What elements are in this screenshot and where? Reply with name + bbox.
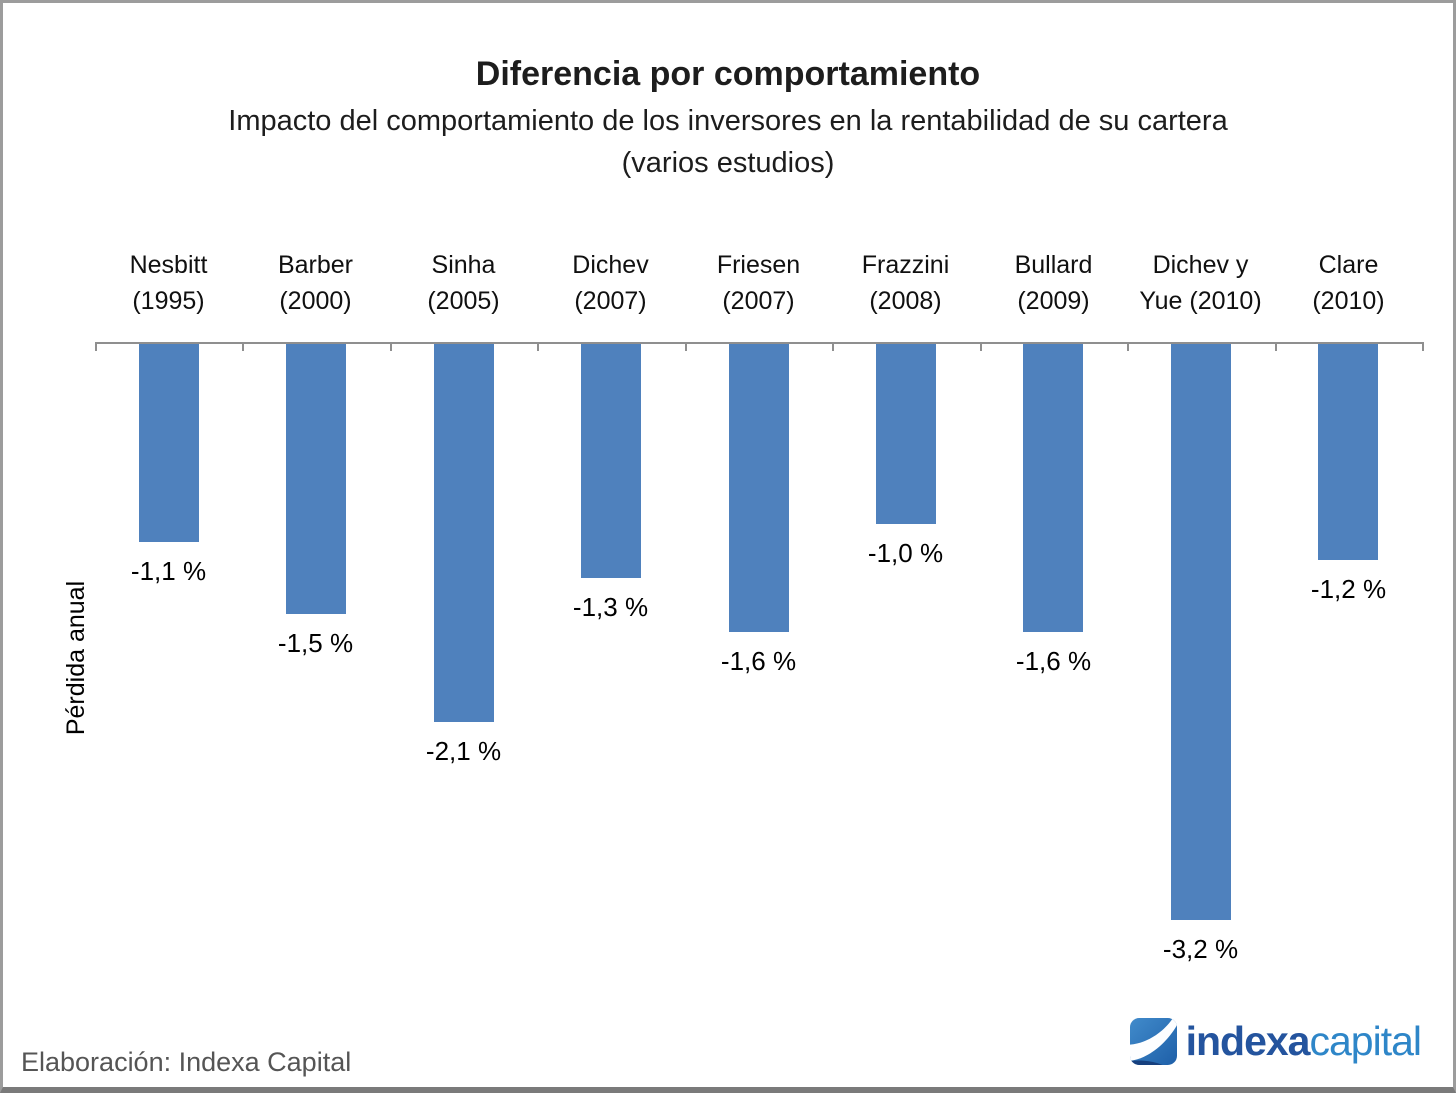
x-axis-tick xyxy=(685,342,687,351)
category-label: Dichev (2007) xyxy=(572,251,649,315)
x-axis-tick xyxy=(390,342,392,351)
bar-Friesen (2007) xyxy=(729,344,789,632)
category-label: Clare (2010) xyxy=(1312,251,1385,315)
value-label: -3,2 % xyxy=(1162,934,1239,964)
logo-text-capital: capital xyxy=(1309,1018,1422,1064)
y-axis-label: Pérdida anual xyxy=(62,580,90,736)
chart-subtitle-2: (varios estudios) xyxy=(621,147,835,179)
bar-Clare (2010) xyxy=(1318,344,1378,560)
x-axis-tick xyxy=(95,342,97,351)
category-label: Friesen (2007) xyxy=(716,251,801,315)
value-label: -1,1 % xyxy=(130,556,207,586)
bar-Bullard (2009) xyxy=(1023,344,1083,632)
category-label: Bullard (2009) xyxy=(1014,251,1093,315)
x-axis-tick xyxy=(1127,342,1129,351)
value-label: -1,2 % xyxy=(1310,574,1387,604)
x-axis-tick xyxy=(1422,342,1424,351)
category-label: Sinha (2005) xyxy=(427,251,500,315)
x-axis-tick xyxy=(537,342,539,351)
bar-Sinha (2005) xyxy=(434,344,494,722)
value-label: -1,3 % xyxy=(572,592,649,622)
x-axis-tick xyxy=(1275,342,1277,351)
bar-Barber (2000) xyxy=(286,344,346,614)
bar-Dichev y Yue (2010) xyxy=(1171,344,1231,920)
value-label: -1,5 % xyxy=(277,628,354,658)
category-label: Frazzini (2008) xyxy=(861,251,950,315)
bar-Frazzini (2008) xyxy=(876,344,936,524)
x-axis-line xyxy=(95,342,1422,344)
bar-Nesbitt (1995) xyxy=(139,344,199,542)
brand-logo: indexa capital xyxy=(1129,1015,1422,1067)
indexa-logo-icon xyxy=(1129,1017,1177,1065)
category-label: Nesbitt (1995) xyxy=(129,251,208,315)
bar-Dichev (2007) xyxy=(581,344,641,578)
value-label: -1,6 % xyxy=(720,646,797,676)
x-axis-tick xyxy=(832,342,834,351)
logo-text-indexa: indexa xyxy=(1185,1018,1311,1064)
chart-title: Diferencia por comportamiento xyxy=(475,55,981,93)
source-credit: Elaboración: Indexa Capital xyxy=(21,1047,352,1077)
category-label: Barber (2000) xyxy=(277,251,354,315)
value-label: -2,1 % xyxy=(425,736,502,766)
value-label: -1,6 % xyxy=(1015,646,1092,676)
x-axis-tick xyxy=(980,342,982,351)
chart-subtitle: Impacto del comportamiento de los invers… xyxy=(228,105,1228,137)
value-label: -1,0 % xyxy=(867,538,944,568)
category-label: Dichev y Yue (2010) xyxy=(1139,251,1262,315)
x-axis-tick xyxy=(242,342,244,351)
